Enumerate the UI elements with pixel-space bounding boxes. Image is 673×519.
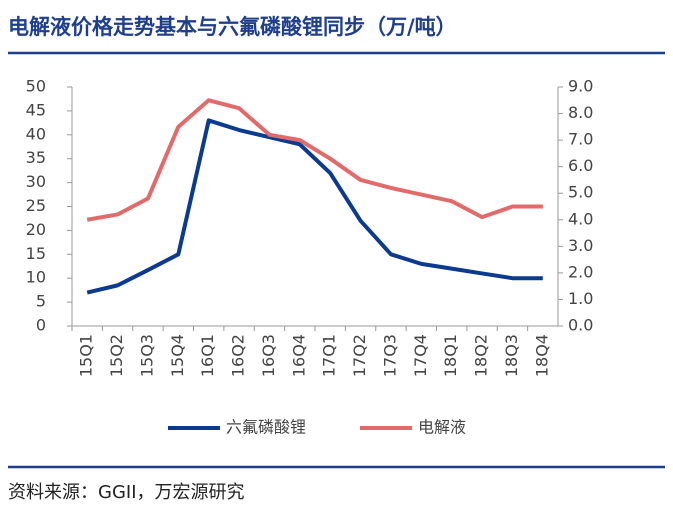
y2-tick-label: 0.0: [568, 316, 593, 335]
x-tick-label: 17Q1: [320, 334, 339, 377]
x-tick-label: 16Q1: [198, 334, 217, 377]
series-line: [86, 118, 543, 295]
series-line: [86, 98, 543, 222]
x-tick-label: 18Q1: [441, 334, 460, 377]
x-tick-label: 18Q4: [532, 334, 551, 377]
y2-tick-label: 8.0: [568, 103, 593, 122]
chart-title: 电解液价格走势基本与六氟磷酸锂同步（万/吨）: [8, 15, 457, 39]
x-tick-label: 17Q2: [350, 334, 369, 377]
x-tick-label: 16Q2: [229, 334, 248, 377]
y-tick-label: 0: [36, 316, 46, 335]
source: 资料来源：GGII，万宏源研究: [8, 482, 245, 503]
x-tick-label: 15Q1: [77, 334, 96, 377]
y-tick-label: 40: [26, 124, 46, 143]
y-tick-label: 15: [26, 244, 46, 263]
x-tick-label: 17Q4: [411, 334, 430, 377]
y-tick-label: 25: [26, 196, 46, 215]
y2-tick-label: 6.0: [568, 156, 593, 175]
y-tick-label: 10: [26, 268, 46, 287]
y-tick-label: 45: [26, 100, 46, 119]
legend-label: 电解液: [418, 418, 466, 437]
legend-label: 六氟磷酸锂: [226, 418, 306, 437]
y2-tick-label: 7.0: [568, 130, 593, 149]
y-tick-label: 35: [26, 148, 46, 167]
x-tick-label: 18Q3: [502, 334, 521, 377]
x-tick-label: 15Q4: [168, 334, 187, 377]
y2-tick-label: 5.0: [568, 183, 593, 202]
x-tick-label: 16Q3: [259, 334, 278, 377]
y2-tick-label: 1.0: [568, 289, 593, 308]
y-tick-label: 30: [26, 172, 46, 191]
x-tick-label: 15Q2: [107, 334, 126, 377]
y2-tick-label: 9.0: [568, 77, 593, 96]
x-tick-label: 17Q3: [380, 334, 399, 377]
x-tick-label: 15Q3: [137, 334, 156, 377]
y-tick-label: 20: [26, 220, 46, 239]
y2-tick-label: 4.0: [568, 209, 593, 228]
x-tick-label: 18Q2: [472, 334, 491, 377]
y-tick-label: 5: [36, 292, 46, 311]
y2-tick-label: 3.0: [568, 236, 593, 255]
y2-tick-label: 2.0: [568, 262, 593, 281]
x-tick-label: 16Q4: [289, 334, 308, 377]
y-tick-label: 50: [26, 77, 46, 96]
